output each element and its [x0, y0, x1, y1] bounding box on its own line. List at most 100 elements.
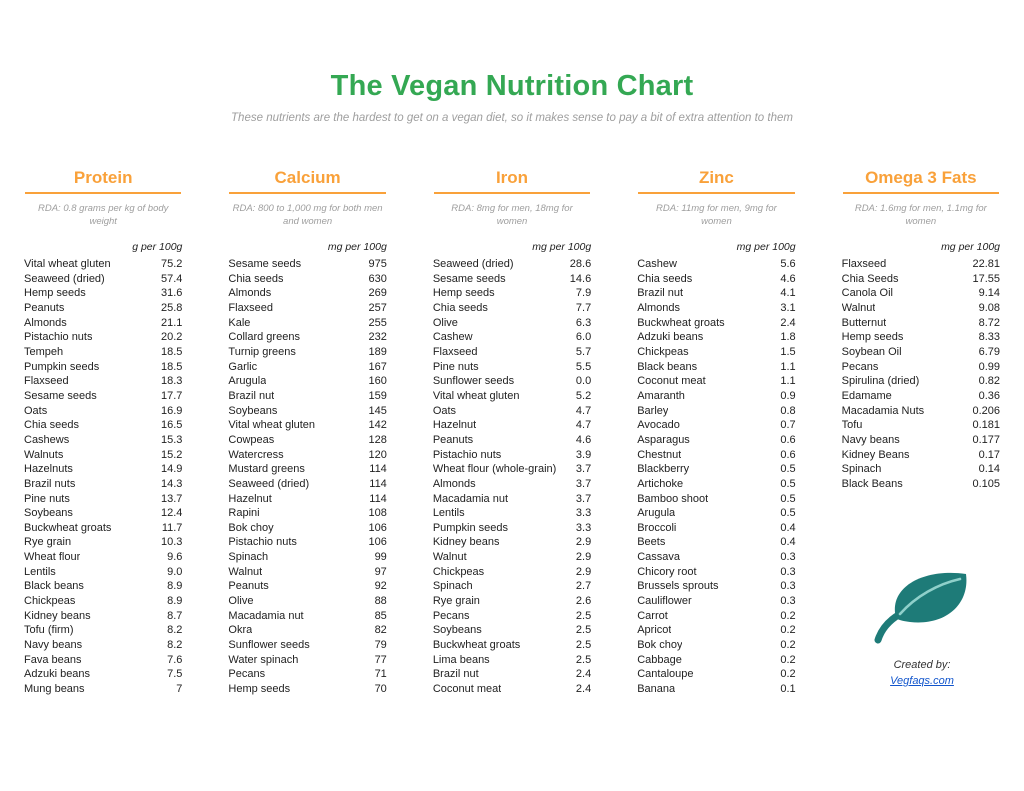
- food-name: Lima beans: [432, 653, 490, 666]
- food-row: Brussels sprouts 0.3: [637, 579, 795, 594]
- food-value: 142: [368, 419, 387, 432]
- food-row: Garlic 167: [228, 360, 386, 375]
- food-value: 0.2: [780, 624, 796, 637]
- food-row: Brazil nut 2.4: [433, 667, 591, 682]
- food-row: Tofu (firm) 8.2: [24, 623, 182, 638]
- food-row: Wheat flour (whole-grain) 3.7: [433, 462, 591, 477]
- food-row: Bamboo shoot 0.5: [637, 492, 795, 507]
- food-name: Cashew: [432, 331, 473, 344]
- food-row: Coconut meat 1.1: [637, 374, 795, 389]
- food-value: 106: [368, 521, 387, 534]
- food-row: Chia Seeds 17.55: [842, 272, 1000, 287]
- food-name: Flaxseed: [228, 301, 274, 314]
- food-value: 82: [374, 624, 387, 637]
- food-value: 92: [374, 580, 387, 593]
- food-row: Oats 4.7: [433, 404, 591, 419]
- column-underline: [638, 192, 795, 194]
- created-by-label: Created by:: [893, 659, 951, 671]
- food-value: 15.3: [160, 433, 183, 446]
- food-row: Sunflower seeds 79: [228, 638, 386, 653]
- food-row: Tempeh 18.5: [24, 345, 182, 360]
- food-row: Walnut 97: [228, 565, 386, 580]
- page-header: The Vegan Nutrition Chart These nutrient…: [0, 0, 1024, 124]
- food-value: 160: [368, 375, 387, 388]
- food-name: Cantaloupe: [637, 668, 694, 681]
- food-value: 0.82: [978, 375, 1001, 388]
- food-row: Arugula 160: [228, 374, 386, 389]
- food-row: Seaweed (dried) 28.6: [433, 257, 591, 272]
- food-name: Garlic: [228, 360, 258, 373]
- food-value: 0.99: [978, 360, 1001, 373]
- food-name: Blackberry: [637, 463, 690, 476]
- food-row: Broccoli 0.4: [637, 521, 795, 536]
- food-name: Apricot: [637, 624, 672, 637]
- food-value: 145: [368, 404, 387, 417]
- food-row: Blackberry 0.5: [637, 462, 795, 477]
- food-value: 79: [374, 639, 387, 652]
- food-value: 2.9: [575, 551, 592, 564]
- food-row: Wheat flour 9.6: [24, 550, 182, 565]
- food-value: 3.9: [575, 448, 592, 461]
- food-name: Bok choy: [637, 639, 683, 652]
- food-value: 20.2: [160, 331, 183, 344]
- food-row: Peanuts 92: [228, 579, 386, 594]
- food-row: Spinach 99: [228, 550, 386, 565]
- food-value: 5.2: [575, 389, 592, 402]
- food-row: Watercress 120: [228, 448, 386, 463]
- food-name: Macadamia nut: [228, 609, 304, 622]
- food-row: Buckwheat groats 2.5: [433, 638, 591, 653]
- column-underline: [25, 192, 182, 194]
- food-name: Oats: [24, 404, 48, 417]
- food-value: 0.5: [780, 507, 796, 520]
- food-name: Sesame seeds: [228, 258, 302, 270]
- food-name: Hemp seeds: [24, 287, 86, 300]
- food-value: 2.5: [575, 624, 592, 637]
- food-value: 120: [368, 448, 387, 461]
- food-value: 17.7: [160, 389, 183, 402]
- food-name: Rapini: [228, 507, 260, 520]
- food-row: Chickpeas 1.5: [637, 345, 795, 360]
- food-name: Chickpeas: [637, 345, 689, 358]
- food-value: 13.7: [160, 492, 183, 505]
- food-name: Chickpeas: [24, 595, 76, 608]
- food-value: 1.5: [780, 345, 796, 358]
- vegfaqs-link[interactable]: Vegfaqs.com: [890, 675, 954, 687]
- food-row: Olive 88: [228, 594, 386, 609]
- food-row: Soybeans 145: [228, 404, 386, 419]
- food-name: Macadamia nut: [432, 492, 509, 505]
- food-value: 7.6: [167, 653, 183, 666]
- food-name: Tofu: [841, 419, 863, 432]
- food-name: Cashews: [24, 433, 70, 446]
- food-row: Apricot 0.2: [637, 623, 795, 638]
- food-value: 0.6: [780, 448, 796, 461]
- food-row: Butternut 8.72: [842, 316, 1000, 331]
- food-name: Olive: [228, 595, 254, 608]
- food-row: Pistachio nuts 106: [228, 535, 386, 550]
- food-row: Vital wheat gluten 75.2: [24, 257, 182, 272]
- food-name: Vital wheat gluten: [432, 389, 520, 402]
- food-row: Okra 82: [228, 623, 386, 638]
- food-row: Turnip greens 189: [228, 345, 386, 360]
- food-value: 128: [368, 433, 387, 446]
- food-value: 114: [369, 492, 387, 505]
- food-name: Water spinach: [228, 653, 299, 666]
- food-name: Bamboo shoot: [637, 492, 709, 505]
- food-name: Artichoke: [637, 477, 684, 490]
- food-value: 4.7: [575, 404, 592, 417]
- food-name: Pistachio nuts: [228, 536, 297, 549]
- food-value: 7.7: [575, 301, 592, 314]
- food-value: 0.2: [780, 609, 796, 622]
- nutrient-columns: Protein RDA: 0.8 grams per kg of body wei…: [0, 168, 1024, 697]
- food-value: 14.3: [160, 477, 183, 490]
- food-name: Pecans: [841, 360, 879, 373]
- food-value: 108: [368, 507, 387, 520]
- food-name: Adzuki beans: [637, 331, 704, 344]
- food-value: 3.3: [575, 521, 592, 534]
- food-value: 2.5: [575, 609, 592, 622]
- food-value: 11.7: [161, 521, 183, 534]
- food-name: Banana: [637, 683, 676, 696]
- food-value: 0.9: [780, 389, 796, 402]
- food-value: 9.08: [978, 301, 1001, 314]
- food-row: Vital wheat gluten 142: [228, 418, 386, 433]
- food-value: 71: [374, 668, 387, 681]
